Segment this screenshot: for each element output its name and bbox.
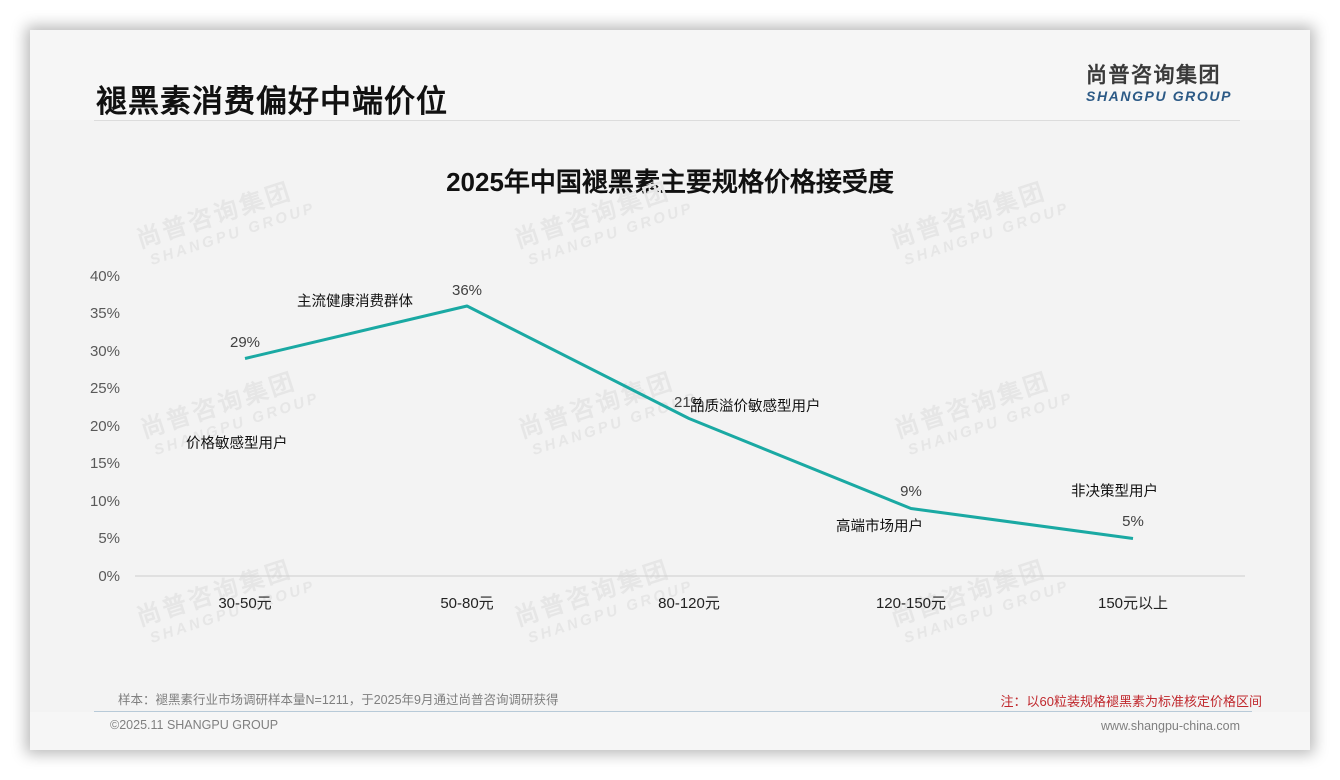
- x-axis: 30-50元 50-80元 80-120元 120-150元 150元以上: [218, 595, 1168, 612]
- annotation-quality-premium: 品质溢价敏感型用户: [690, 398, 821, 415]
- y-tick: 10%: [90, 493, 120, 510]
- annotation-non-decision: 非决策型用户: [1071, 483, 1158, 500]
- footer-divider: [94, 711, 1252, 712]
- y-tick: 20%: [90, 418, 120, 435]
- data-label: 29%: [230, 334, 260, 351]
- x-tick: 80-120元: [658, 595, 720, 612]
- y-tick: 25%: [90, 380, 120, 397]
- slide: 褪黑素消费偏好中端价位 尚普咨询集团 SHANGPU GROUP 2025年中国…: [30, 30, 1310, 750]
- header-divider: [94, 120, 1240, 121]
- website-link[interactable]: www.shangpu-china.com: [1101, 719, 1240, 733]
- x-tick: 120-150元: [876, 595, 946, 612]
- y-axis: 0% 5% 10% 15% 20% 25% 30% 35% 40%: [90, 268, 120, 585]
- annotation-high-end: 高端市场用户: [836, 518, 923, 535]
- footer-band: [30, 712, 1310, 750]
- y-tick: 40%: [90, 268, 120, 285]
- logo-cn-text: 尚普咨询集团: [1086, 64, 1221, 87]
- logo-en-text: SHANGPU GROUP: [1086, 88, 1233, 104]
- data-label: 36%: [452, 282, 482, 299]
- chart-title: 2025年中国褪黑素主要规格价格接受度: [446, 167, 894, 197]
- y-tick: 35%: [90, 305, 120, 322]
- data-label: 9%: [900, 483, 922, 500]
- data-label: 21%: [674, 394, 704, 411]
- y-tick: 30%: [90, 343, 120, 360]
- header-band: [30, 30, 1310, 120]
- y-tick: 15%: [90, 455, 120, 472]
- price-note: 注：以60粒装规格褪黑素为标准核定价格区间: [1000, 694, 1262, 709]
- company-logo: 尚普咨询集团 SHANGPU GROUP: [1086, 64, 1246, 104]
- y-tick: 5%: [98, 530, 120, 547]
- sample-note: 样本：褪黑素行业市场调研样本量N=1211，于2025年9月通过尚普咨询调研获得: [118, 693, 559, 707]
- data-label: 5%: [1122, 513, 1144, 530]
- series-line: [244, 304, 1134, 540]
- x-tick: 150元以上: [1098, 595, 1168, 612]
- data-labels: 29% 36% 21% 9% 5%: [230, 282, 1144, 530]
- annotations: 价格敏感型用户 主流健康消费群体 品质溢价敏感型用户 高端市场用户 非决策型用户: [186, 293, 1158, 535]
- copyright: ©2025.11 SHANGPU GROUP: [110, 718, 279, 732]
- x-tick: 50-80元: [440, 595, 493, 612]
- annotation-price-sensitive: 价格敏感型用户: [186, 435, 288, 452]
- annotation-mainstream: 主流健康消费群体: [297, 293, 413, 310]
- y-tick: 0%: [98, 568, 120, 585]
- page-title: 褪黑素消费偏好中端价位: [96, 84, 448, 119]
- x-tick: 30-50元: [218, 595, 271, 612]
